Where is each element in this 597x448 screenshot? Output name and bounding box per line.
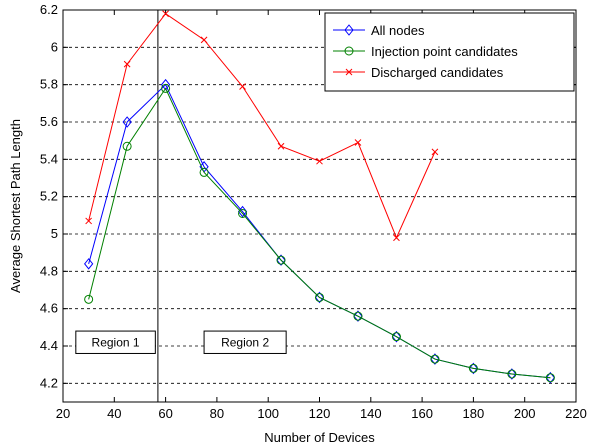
data-point-x <box>200 36 208 44</box>
x-tick-label: 40 <box>107 406 121 421</box>
x-tick-label: 20 <box>56 406 70 421</box>
series-line <box>88 87 551 379</box>
x-axis-label: Number of Devices <box>264 430 375 445</box>
x-tick-label: 140 <box>360 406 382 421</box>
data-point-diamond <box>314 291 325 304</box>
series-line <box>88 13 436 240</box>
data-point-diamond <box>344 24 354 36</box>
data-point-diamond <box>468 362 479 375</box>
x-tick-label: 160 <box>411 406 433 421</box>
data-point-diamond <box>84 258 94 270</box>
data-point-circle <box>276 255 286 265</box>
data-point-x <box>393 234 400 242</box>
tick-labels: 4.2 4.4 4.6 4.8 5 5.2 5.4 5.6 5.8 6 6.2 20 40 60 80 100… <box>40 2 587 421</box>
data-point-x <box>85 217 93 225</box>
legend-label: All nodes <box>371 23 425 38</box>
data-point-diamond <box>545 371 555 384</box>
x-tick-label: 120 <box>309 406 331 421</box>
series-injection-point-candidates <box>84 83 555 383</box>
data-point-circle <box>315 292 324 302</box>
y-tick-label: 5.4 <box>40 151 58 166</box>
legend-label: Discharged candidates <box>371 65 504 80</box>
data-point-circle <box>430 354 440 364</box>
data-point-circle <box>161 83 171 93</box>
data-point-circle <box>344 46 354 56</box>
axis-ticks <box>62 9 577 402</box>
data-point-circle <box>199 167 209 177</box>
x-tick-label: 200 <box>514 406 536 421</box>
data-point-circle <box>353 311 363 321</box>
data-point-x <box>316 157 323 165</box>
data-point-x <box>277 142 285 150</box>
data-series <box>84 10 555 384</box>
y-tick-label: 4.8 <box>40 263 58 278</box>
plot-frame <box>62 9 577 403</box>
data-point-circle <box>545 373 555 383</box>
data-point-x <box>354 139 362 146</box>
y-tick-label: 4.2 <box>40 375 58 390</box>
region-label: Region 2 <box>221 335 269 349</box>
legend-box <box>324 12 575 92</box>
y-tick-label: 4.6 <box>40 301 58 316</box>
x-tick-label: 60 <box>158 406 172 421</box>
data-point-x <box>345 68 353 76</box>
x-tick-label: 80 <box>210 406 224 421</box>
region-label: Region 1 <box>92 335 140 349</box>
data-point-diamond <box>160 78 171 91</box>
y-tick-label: 5.8 <box>40 77 58 92</box>
y-tick-label: 5.6 <box>40 114 58 129</box>
legend: All nodes Injection point candidates Disch… <box>324 12 575 92</box>
data-point-x <box>162 10 169 18</box>
data-point-diamond <box>122 116 132 128</box>
y-tick-label: 5.2 <box>40 189 58 204</box>
data-point-circle <box>84 294 94 304</box>
x-tick-label: 180 <box>463 406 485 421</box>
data-point-circle <box>391 332 401 342</box>
y-tick-label: 6 <box>51 39 58 54</box>
data-point-circle <box>468 363 478 373</box>
region-box <box>75 330 156 354</box>
y-tick-label: 5 <box>51 226 58 241</box>
data-point-diamond <box>276 254 286 266</box>
y-tick-label: 4.4 <box>40 338 58 353</box>
x-tick-label: 220 <box>565 406 587 421</box>
data-point-circle <box>122 141 132 151</box>
region-box <box>203 330 287 354</box>
legend-label: Injection point candidates <box>371 44 518 59</box>
series-discharged-candidates <box>85 10 439 242</box>
data-point-circle <box>238 208 248 218</box>
y-axis-label: Average Shortest Path Length <box>8 119 23 293</box>
x-tick-label: 100 <box>257 406 279 421</box>
data-point-circle <box>507 369 517 379</box>
y-tick-label: 6.2 <box>40 2 58 17</box>
region-annotations: Region 1 Region 2 <box>75 330 287 354</box>
data-point-x <box>239 83 246 90</box>
data-point-x <box>431 148 439 156</box>
data-point-x <box>123 60 131 68</box>
data-point-diamond <box>507 368 517 380</box>
